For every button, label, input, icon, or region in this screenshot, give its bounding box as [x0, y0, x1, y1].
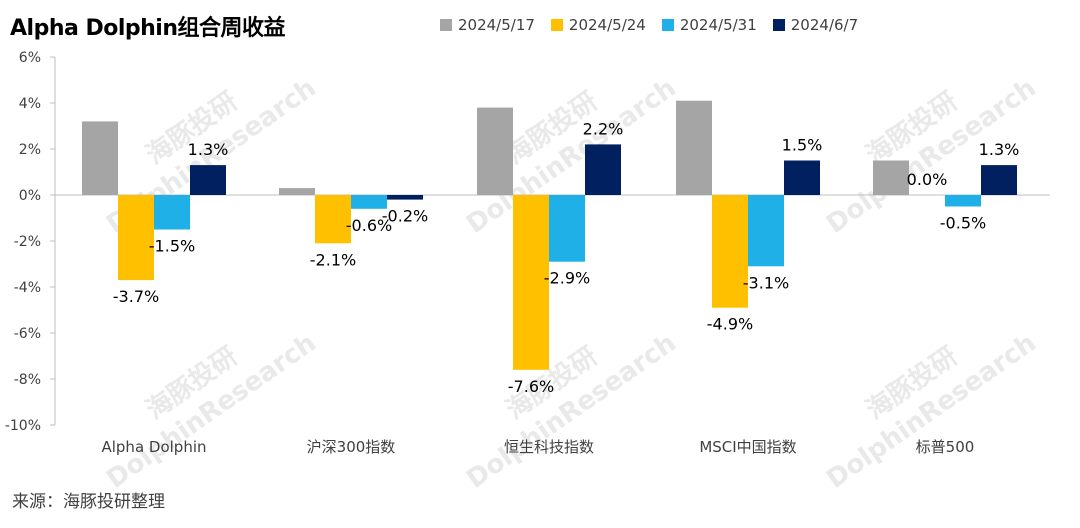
bar	[82, 121, 118, 195]
x-category-label: 标普500	[916, 438, 975, 456]
data-label: 2.2%	[583, 119, 624, 138]
data-label: 1.3%	[188, 140, 229, 159]
data-label: -3.1%	[743, 273, 789, 292]
y-tick-label: 0%	[19, 188, 41, 204]
bar	[676, 100, 712, 195]
y-tick-label: -6%	[14, 326, 41, 342]
chart-axes: 6% 4% 2% 0% -2% -4% -6% -8% -10% Alpha Dolphin 沪深3…	[5, 50, 1050, 456]
data-label: -7.6%	[508, 377, 554, 396]
x-category-label: 沪深300指数	[307, 438, 396, 456]
legend-item: 2024/6/7	[772, 16, 859, 34]
bar	[387, 195, 423, 200]
x-category-label: 恒生科技指数	[504, 438, 594, 456]
y-tick-label: -8%	[14, 372, 41, 388]
bar	[118, 195, 154, 281]
y-tick-label: -2%	[14, 234, 41, 250]
chart-legend: 2024/5/17 2024/5/24 2024/5/31 2024/6/7	[440, 16, 858, 34]
legend-swatch	[550, 19, 563, 31]
bar	[712, 195, 748, 308]
data-label: -1.5%	[149, 237, 195, 256]
y-tick-label: 4%	[19, 96, 41, 112]
y-tick-label: -4%	[14, 280, 41, 296]
data-label: -3.7%	[113, 287, 159, 306]
bar	[784, 160, 820, 195]
chart-bars	[82, 100, 1017, 370]
data-label: -2.9%	[544, 269, 590, 288]
bar	[513, 195, 549, 370]
data-label: -2.1%	[310, 250, 356, 269]
x-category-label: Alpha Dolphin	[101, 438, 206, 456]
legend-item: 2024/5/31	[661, 16, 757, 34]
chart-labels: -3.7% -2.1% -7.6% -4.9% 0.0% -1.5% -0.6% -2.9% -…	[113, 119, 1020, 395]
bar	[981, 165, 1017, 195]
data-label: -0.5%	[940, 214, 986, 233]
bar	[585, 144, 621, 195]
bar	[190, 165, 226, 195]
bar	[154, 195, 190, 230]
legend-label: 2024/5/24	[568, 16, 646, 34]
bar	[351, 195, 387, 209]
bar	[748, 195, 784, 267]
legend-item: 2024/5/24	[550, 16, 646, 34]
bar	[477, 107, 513, 195]
bar	[279, 188, 315, 195]
y-tick-label: 6%	[19, 50, 41, 66]
y-tick-label: -10%	[5, 418, 41, 434]
data-label: 0.0%	[907, 170, 948, 189]
bar	[945, 195, 981, 207]
legend-label: 2024/5/31	[679, 16, 757, 34]
chart-title: Alpha Dolphin组合周收益	[10, 16, 286, 41]
legend-swatch	[661, 19, 674, 31]
data-label: -4.9%	[707, 315, 753, 334]
bar	[549, 195, 585, 262]
legend-item: 2024/5/17	[440, 16, 535, 34]
data-label: -0.6%	[346, 216, 392, 235]
legend-swatch	[772, 19, 785, 31]
legend-label: 2024/6/7	[790, 16, 859, 34]
x-category-label: MSCI中国指数	[699, 438, 796, 456]
legend-swatch	[440, 19, 452, 31]
bar	[873, 160, 909, 195]
data-label: -0.2%	[382, 207, 428, 226]
bar	[315, 195, 351, 244]
data-label: 1.5%	[782, 136, 823, 155]
legend-label: 2024/5/17	[458, 16, 535, 34]
data-label: 1.3%	[979, 140, 1020, 159]
y-tick-label: 2%	[19, 142, 41, 158]
source-note: 来源：海豚投研整理	[12, 492, 165, 512]
